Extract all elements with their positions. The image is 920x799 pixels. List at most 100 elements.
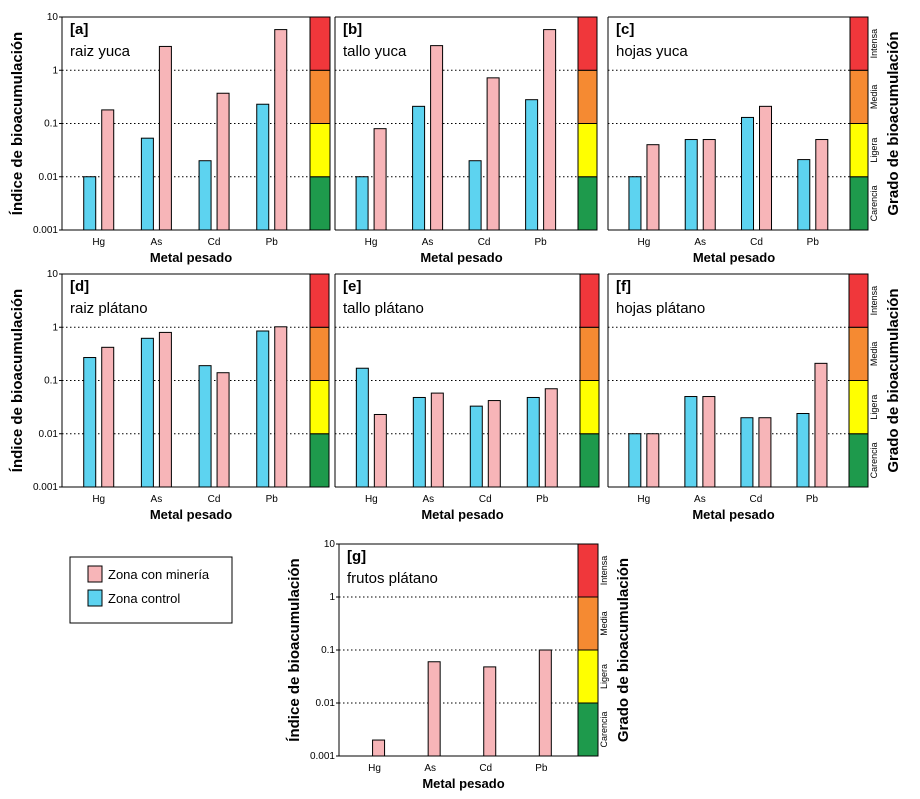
y-tick-label: 0.01 (39, 429, 59, 440)
panel-letter: [f] (616, 278, 631, 295)
bar-mining-cd (216, 372, 230, 488)
panel-d: Hg As Cd Pb 0.001 0.01 0.1 1 10 [d] raiz plátano Me… (9, 269, 330, 522)
x-tick-label: As (422, 237, 434, 248)
bar-control-as (684, 396, 698, 488)
legend: Zona con minería Zona control (69, 556, 233, 624)
x-tick-label: Hg (365, 494, 378, 505)
bar-mining-cd (487, 400, 501, 488)
x-tick-label: Hg (638, 237, 651, 248)
grade-label-ligera: Ligera (869, 138, 879, 163)
x-tick-label: Cd (208, 237, 221, 248)
x-tick-label: Cd (750, 237, 763, 248)
grade-band-ligera (579, 380, 600, 435)
legend-swatch-mining (87, 565, 103, 583)
bar-mining-hg (101, 346, 115, 488)
y-axis-title: Índice de bioacumulación (286, 558, 303, 741)
panel-title: tallo yuca (343, 43, 407, 60)
x-tick-label: Pb (807, 237, 820, 248)
panel-f: Hg As Cd Pb [f] hojas plátano Metal pesado Care… (607, 273, 902, 522)
chart-panels: Hg As Cd Pb 0.001 0.01 0.1 1 10 [a] raiz yuca Metal… (9, 12, 902, 791)
bar-mining-as (702, 139, 716, 231)
bar-control-cd (198, 365, 212, 488)
y-tick-label: 10 (47, 12, 59, 23)
x-axis-title: Metal pesado (150, 250, 232, 265)
legend-label-control: Zona control (108, 591, 180, 606)
bar-control-cd (469, 405, 483, 488)
grade-band-media (848, 326, 869, 381)
grade-label-ligera: Ligera (869, 395, 879, 420)
grade-label-media: Media (869, 85, 879, 110)
grade-axis-title: Grado de bioacumulación (885, 288, 902, 472)
x-axis-title: Metal pesado (422, 776, 504, 791)
grade-band-carencia (577, 702, 599, 757)
x-tick-label: Hg (368, 763, 381, 774)
grade-label-intensa: Intensa (869, 29, 879, 59)
grade-label-intensa: Intensa (599, 556, 609, 586)
bar-mining-pb (274, 29, 288, 231)
bar-control-as (140, 337, 154, 488)
bar-mining-hg (646, 144, 660, 231)
grade-band-ligera (849, 123, 869, 178)
y-tick-label: 0.01 (316, 698, 336, 709)
grade-band-media (309, 326, 330, 381)
panel-a: Hg As Cd Pb 0.001 0.01 0.1 1 10 [a] raiz yuca Metal… (9, 12, 331, 265)
x-tick-label: As (694, 494, 706, 505)
x-tick-label: Cd (479, 494, 492, 505)
x-tick-label: Pb (536, 494, 549, 505)
grade-label-ligera: Ligera (599, 664, 609, 689)
legend-label-mining: Zona con minería (108, 567, 210, 582)
bar-control-pb (525, 99, 539, 231)
x-tick-label: Pb (806, 494, 819, 505)
bar-mining-as (427, 661, 441, 757)
panel-letter: [g] (347, 548, 366, 565)
grade-band-intensa (577, 16, 598, 71)
bar-control-as (412, 396, 426, 488)
y-axis-title: Índice de bioacumulación (9, 289, 26, 472)
grade-band-media (577, 596, 599, 651)
grade-axis-title: Grado de bioacumulación (615, 558, 632, 742)
bar-mining-as (158, 45, 172, 231)
grade-band-media (577, 69, 598, 124)
bar-control-pb (796, 413, 810, 488)
bar-control-hg (628, 176, 642, 231)
bar-mining-hg (373, 413, 387, 488)
x-tick-label: Cd (479, 763, 492, 774)
bar-control-cd (740, 417, 754, 488)
panel-letter: [d] (70, 278, 89, 295)
y-tick-label: 0.1 (44, 119, 58, 130)
bar-mining-hg (373, 128, 387, 231)
x-tick-label: Hg (365, 237, 378, 248)
grade-band-carencia (579, 433, 600, 488)
grade-band-intensa (309, 16, 331, 71)
grade-band-carencia (577, 176, 598, 231)
x-tick-label: As (151, 494, 163, 505)
bar-mining-cd (759, 105, 773, 231)
y-tick-label: 1 (52, 322, 58, 333)
y-tick-label: 0.1 (44, 376, 58, 387)
x-axis-title: Metal pesado (692, 507, 774, 522)
panel-title: raiz yuca (70, 43, 131, 60)
bar-control-as (140, 137, 154, 231)
panel-letter: [c] (616, 21, 634, 38)
bar-control-cd (741, 116, 755, 231)
bar-mining-pb (274, 326, 288, 488)
bar-mining-hg (101, 109, 115, 231)
grade-band-media (849, 69, 869, 124)
grade-label-carencia: Carencia (869, 442, 879, 478)
bar-mining-as (430, 45, 444, 231)
grade-band-carencia (848, 433, 869, 488)
bar-control-hg (83, 176, 97, 231)
bar-mining-pb (538, 649, 552, 757)
x-tick-label: Pb (266, 237, 279, 248)
x-axis-title: Metal pesado (693, 250, 775, 265)
bar-control-pb (526, 396, 540, 488)
grade-band-ligera (848, 380, 869, 435)
legend-swatch-control (87, 589, 103, 607)
panel-c: Hg As Cd Pb [c] hojas yuca Metal pesado Carenci… (607, 16, 902, 265)
grade-axis-title: Grado de bioacumulación (885, 31, 902, 215)
y-tick-label: 1 (52, 65, 58, 76)
y-tick-label: 0.001 (33, 482, 58, 493)
x-tick-label: Pb (266, 494, 279, 505)
bar-mining-cd (216, 92, 230, 231)
